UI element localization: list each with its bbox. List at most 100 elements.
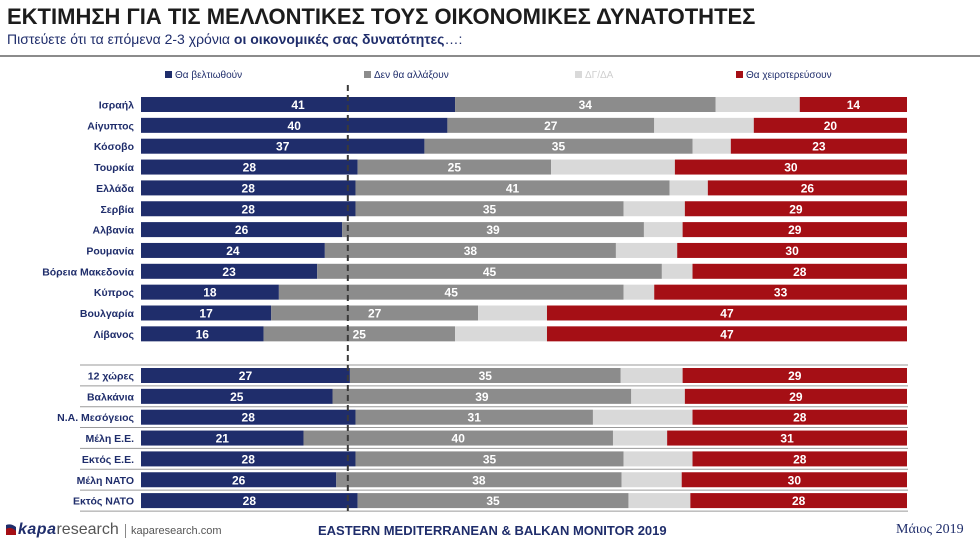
data-label-same: 35 <box>486 494 500 508</box>
bar-worse <box>692 451 907 467</box>
footer-website: kaparesearch.com <box>131 525 222 537</box>
header-divider <box>0 55 980 57</box>
data-label-improve: 17 <box>199 307 213 321</box>
bar-same <box>263 326 456 342</box>
bar-dk <box>661 263 693 279</box>
bar-improve <box>141 368 350 383</box>
data-label-same: 35 <box>552 140 566 154</box>
footer-separator <box>125 524 126 538</box>
bar-same <box>324 242 616 258</box>
legend-item-worse: Θα χειροτερεύσουν <box>736 70 832 81</box>
bar-worse <box>730 138 907 154</box>
data-label-improve: 41 <box>291 98 305 112</box>
bar-worse <box>682 222 907 238</box>
chart-title: ΕΚΤΙΜΗΣΗ ΓΙΑ ΤΙΣ ΜΕΛΛΟΝΤΙΚΕΣ ΤΟΥΣ ΟΙΚΟΝΟ… <box>7 4 756 29</box>
data-label-improve: 26 <box>235 223 249 237</box>
legend-label-dk: ΔΓ/ΔΑ <box>585 70 614 81</box>
data-label-improve: 27 <box>239 369 253 383</box>
bar-dk <box>551 159 675 175</box>
data-label-worse: 47 <box>720 307 734 321</box>
data-label-same: 39 <box>475 390 489 404</box>
data-label-improve: 18 <box>203 286 217 300</box>
data-label-worse: 28 <box>793 265 807 279</box>
category-label: Ισραήλ <box>99 100 134 112</box>
bar-same <box>278 284 624 300</box>
bar-worse <box>546 305 907 321</box>
legend-label-same: Δεν θα αλλάξουν <box>374 70 449 81</box>
legend-swatch-dk <box>575 71 582 78</box>
bar-worse <box>707 180 907 196</box>
bar-same <box>455 97 716 112</box>
bar-improve <box>141 284 279 300</box>
bar-dk <box>623 451 693 467</box>
bar-worse <box>692 409 907 425</box>
data-label-improve: 28 <box>242 452 256 466</box>
category-label: Λίβανος <box>94 329 135 341</box>
bar-worse <box>674 159 907 175</box>
bar-worse <box>753 117 907 133</box>
data-label-improve: 25 <box>230 390 244 404</box>
data-label-worse: 23 <box>812 140 826 154</box>
category-label: Μέλη Ε.Ε. <box>86 433 135 445</box>
bar-improve <box>141 117 448 133</box>
bar-improve <box>141 472 337 488</box>
kapa-logo-icon <box>6 524 16 535</box>
bar-worse <box>690 493 907 509</box>
category-label: 12 χώρες <box>88 371 135 383</box>
data-label-worse: 28 <box>793 452 807 466</box>
bar-worse <box>682 368 907 383</box>
bar-same <box>424 138 693 154</box>
category-label: Κύπρος <box>94 287 135 299</box>
category-label: Βόρεια Μακεδονία <box>42 266 134 278</box>
bar-dk <box>628 493 691 509</box>
bar-improve <box>141 222 343 238</box>
bar-same <box>355 451 624 467</box>
data-label-worse: 30 <box>785 244 799 258</box>
data-label-improve: 26 <box>232 473 246 487</box>
bar-worse <box>667 430 907 446</box>
bar-improve <box>141 326 264 342</box>
data-label-worse: 28 <box>792 494 806 508</box>
data-label-same: 38 <box>472 473 486 487</box>
data-label-same: 39 <box>486 223 500 237</box>
bar-same <box>336 472 622 488</box>
bar-same <box>355 201 624 217</box>
legend-swatch-improve <box>165 71 172 78</box>
data-label-improve: 28 <box>243 494 257 508</box>
bar-improve <box>141 97 456 112</box>
category-label: Τουρκία <box>94 162 134 174</box>
data-label-worse: 14 <box>847 98 861 112</box>
data-label-improve: 23 <box>222 265 236 279</box>
data-label-same: 25 <box>448 161 462 175</box>
data-label-improve: 28 <box>242 181 256 195</box>
data-label-worse: 29 <box>788 223 802 237</box>
bar-same <box>357 493 629 509</box>
legend-swatch-same <box>364 71 371 78</box>
bar-improve <box>141 451 356 467</box>
legend-item-dk: ΔΓ/ΔΑ <box>575 70 613 81</box>
subtitle-prefix: Πιστεύετε ότι τα επόμενα 2-3 χρόνια <box>7 31 234 47</box>
bar-same <box>303 430 613 446</box>
bar-worse <box>654 284 907 300</box>
category-label: Ελλάδα <box>96 183 134 195</box>
bar-dk <box>592 409 693 425</box>
bar-worse <box>677 242 907 258</box>
bar-improve <box>141 263 318 279</box>
bar-same <box>447 117 655 133</box>
bar-dk <box>621 472 682 488</box>
data-label-same: 45 <box>445 286 459 300</box>
footer-date: Μάιος 2019 <box>896 522 964 537</box>
logo-research-text: research <box>56 521 119 538</box>
category-label: Αλβανία <box>93 225 135 237</box>
bar-improve <box>141 493 358 509</box>
data-label-improve: 37 <box>276 140 290 154</box>
legend-swatch-worse <box>736 71 743 78</box>
category-label: Εκτός Ε.Ε. <box>82 454 134 466</box>
data-label-improve: 28 <box>242 202 256 216</box>
bar-dk <box>615 242 678 258</box>
bar-same <box>332 388 632 404</box>
data-label-worse: 33 <box>774 286 788 300</box>
data-label-same: 35 <box>479 369 493 383</box>
bar-improve <box>141 201 356 217</box>
bar-worse <box>684 201 907 217</box>
